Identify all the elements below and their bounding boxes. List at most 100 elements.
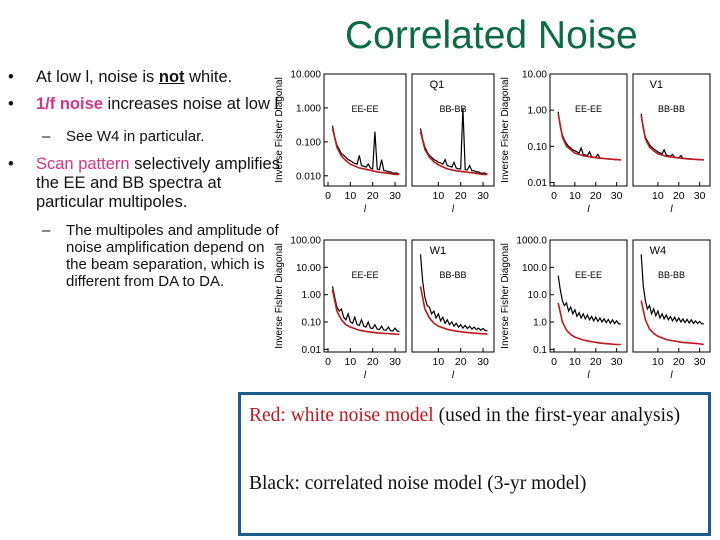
bullet-text: white. [184,68,233,86]
x-tick-label: 10 [433,190,445,202]
y-tick-label: 1.00 [528,106,548,117]
y-axis-label: Inverse Fisher Diagonal [500,77,511,183]
sub-bullet-multipoles: – The multipoles and amplitude of noise a… [6,222,281,290]
y-tick-label: 0.10 [302,318,322,329]
x-axis-label: l [587,204,590,215]
panel-label: W4 [650,245,667,257]
x-axis-label: l [670,204,673,215]
red-curve [640,300,704,346]
x-tick-label: 20 [367,190,379,202]
y-axis-label: Inverse Fisher Diagonal [274,77,285,183]
x-tick-label: 10 [652,356,664,368]
y-tick-label: 10.0 [528,290,548,301]
red-curve [557,302,621,346]
legend-red-tail: (used in the first-year analysis) [433,405,681,426]
subplot-frame [549,239,628,353]
subplot-label: BB-BB [439,270,466,280]
y-tick-label: 1.0 [533,318,547,329]
x-axis-label: l [364,370,367,381]
y-tick-label: 0.01 [302,345,322,356]
x-tick-label: 10 [569,190,581,202]
y-tick-label: 10.00 [522,70,547,81]
bullet-not-white: • At low l, noise is not white. [6,68,281,87]
black-curve [331,286,400,333]
x-tick-label: 20 [673,190,685,202]
x-tick-label: 0 [551,356,557,368]
sub-bullet-text: The multipoles and amplitude of noise am… [66,222,279,290]
subplot-frame [632,73,711,187]
x-axis-label: l [452,204,455,215]
x-tick-label: 30 [694,356,706,368]
subplot-frame [411,239,495,353]
sub-bullet-text: See W4 in particular. [66,128,205,145]
red-curve [419,131,488,176]
y-tick-label: 0.1 [533,345,547,356]
x-tick-label: 20 [455,356,467,368]
red-curve [331,289,400,336]
x-tick-label: 30 [694,190,706,202]
x-tick-label: 10 [345,190,357,202]
bullet-emphasis: Scan pattern [36,155,130,173]
panel-label: Q1 [430,79,445,91]
x-tick-label: 30 [611,190,623,202]
bullet-scan-pattern: • Scan pattern selectively amplifies the … [6,155,281,212]
x-tick-label: 20 [590,356,602,368]
x-tick-label: 20 [673,356,685,368]
subplot-frame [323,73,407,187]
slide-title: Correlated Noise [345,14,638,57]
y-tick-label: 0.10 [528,142,548,153]
black-curve [419,254,488,332]
black-curve [419,107,488,175]
sub-bullet-dash: – [42,222,51,239]
red-curve [331,128,400,176]
y-tick-label: 100.00 [290,236,321,247]
subplot-frame [632,239,711,353]
bullet-emphasis: not [158,68,185,86]
bullet-text: selectively amplifies the EE and BB spec… [36,155,280,211]
panel-label: W1 [430,245,447,257]
x-axis-label: l [364,204,367,215]
bullet-dot: • [8,155,14,173]
subplot-label: BB-BB [439,104,466,114]
subplot-frame [323,239,407,353]
x-tick-label: 10 [569,356,581,368]
bullet-text: At low l, noise is [36,68,159,86]
x-tick-label: 30 [389,190,401,202]
bullet-list: • At low l, noise is not white. • 1/f nois… [6,68,281,294]
red-curve [557,113,621,161]
y-axis-label: Inverse Fisher Diagonal [274,243,285,349]
red-curve [640,115,704,161]
x-tick-label: 20 [455,190,467,202]
x-tick-label: 0 [551,190,557,202]
bullet-emphasis: 1/f noise [36,95,103,113]
x-tick-label: 10 [433,356,445,368]
x-tick-label: 0 [325,190,331,202]
subplot-label: BB-BB [658,270,685,280]
bullet-dot: • [8,95,14,113]
y-tick-label: 1000.0 [516,236,547,247]
subplot-label: EE-EE [575,270,602,280]
x-tick-label: 0 [325,356,331,368]
subplot-label: BB-BB [658,104,685,114]
black-curve [640,254,704,325]
bullet-text: increases noise at low l [102,95,279,113]
y-tick-label: 100.0 [522,263,547,274]
y-tick-label: 0.01 [528,178,548,189]
subplot-frame [549,73,628,187]
x-tick-label: 10 [345,356,357,368]
black-curve [640,113,704,161]
y-axis-label: Inverse Fisher Diagonal [500,243,511,349]
y-tick-label: 0.010 [296,171,321,182]
subplot-label: EE-EE [351,104,378,114]
y-tick-label: 1.00 [302,290,322,301]
red-curve [419,286,488,335]
sub-bullet-dash: – [42,128,51,145]
black-curve [557,275,621,325]
x-axis-label: l [670,370,673,381]
legend-black-line: Black: correlated noise model (3-yr mode… [249,473,587,494]
bullet-dot: • [8,68,14,86]
legend-red-label: Red: [249,405,291,426]
y-tick-label: 1.000 [296,103,321,114]
black-curve [331,125,400,175]
x-axis-label: l [587,370,590,381]
